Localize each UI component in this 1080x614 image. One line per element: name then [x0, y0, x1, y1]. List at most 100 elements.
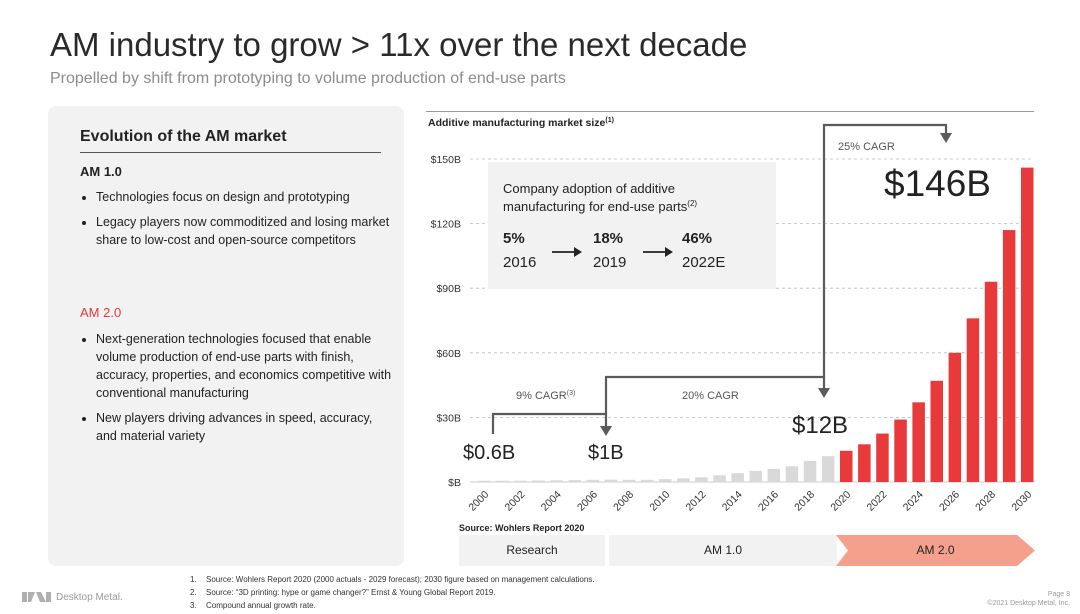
bar-2024	[912, 402, 925, 482]
bar-2008	[622, 479, 636, 482]
phase-label: Research	[506, 543, 558, 557]
bar-2027	[966, 318, 980, 482]
am1-bullet: Legacy players now commoditized and losi…	[96, 213, 396, 249]
chart-source: Source: Wohlers Report 2020	[459, 523, 584, 533]
x-tick-label: 2010	[647, 489, 672, 514]
phase-label: AM 1.0	[703, 543, 742, 557]
y-tick-label: $120B	[431, 219, 461, 231]
desktop-metal-logo-icon	[22, 592, 51, 602]
adoption-year-2022e: 2022E	[682, 254, 725, 271]
bar-2006	[586, 479, 600, 482]
x-tick-label: 2004	[539, 489, 564, 514]
x-tick-label: 2028	[973, 489, 998, 514]
page-title: AM industry to grow > 11x over the next …	[50, 26, 748, 63]
logo-text: Desktop Metal.	[56, 591, 123, 603]
bar-2028	[984, 281, 998, 482]
bar-2003	[532, 480, 545, 482]
phase-research: Research	[459, 535, 605, 566]
x-tick-label: 2018	[792, 489, 817, 514]
x-tick-label: 2014	[720, 489, 745, 514]
bar-2000	[478, 480, 491, 482]
footnote: 3. Compound annual growth rate.	[190, 601, 316, 610]
adoption-value-2016: 5%	[503, 230, 525, 247]
adoption-arrow-icon	[552, 247, 582, 257]
bar-2018	[803, 460, 817, 482]
mid-value-label: $1B	[588, 442, 624, 464]
am1-bullet-list: Technologies focus on design and prototy…	[80, 188, 396, 256]
bar-2005	[568, 480, 581, 482]
panel-title: Evolution of the AM market	[80, 128, 287, 145]
bar-2020	[840, 450, 853, 482]
footnotes: 1. Source: Wohlers Report 2020 (2000 actu…	[190, 573, 595, 612]
chart-top-rule	[426, 111, 1034, 112]
bar-2013	[713, 475, 726, 482]
am-evolution-panel: Evolution of the AM market AM 1.0 Techno…	[48, 106, 404, 566]
bar-2025	[930, 380, 943, 482]
adoption-value-2022e: 46%	[682, 230, 712, 247]
bar-2015	[749, 470, 762, 482]
x-tick-label: 2016	[756, 489, 781, 514]
y-tick-label: $30B	[436, 412, 461, 424]
cagr-25-label: 25% CAGR	[838, 141, 895, 153]
cagr-20-connector	[604, 375, 830, 414]
bars-layer	[478, 167, 1034, 482]
phase-am1: AM 1.0	[609, 535, 837, 566]
phase-label: AM 2.0	[916, 543, 955, 557]
bar-2001	[496, 480, 509, 482]
am2-heading: AM 2.0	[80, 305, 122, 320]
bar-2022	[876, 433, 889, 482]
phase-am2: AM 2.0	[836, 535, 1035, 566]
y-tick-label: $60B	[436, 348, 461, 360]
am2-bullet-list: Next-generation technologies focused tha…	[80, 330, 396, 452]
page-info: Page 8 ©2021 Desktop Metal, Inc.	[987, 590, 1070, 608]
footnote: 1. Source: Wohlers Report 2020 (2000 actu…	[190, 575, 595, 584]
footnote: 2. Source: “3D printing: hype or game cha…	[190, 588, 496, 597]
bar-2029	[1002, 230, 1016, 482]
bar-2011	[677, 478, 690, 482]
x-tick-label: 2006	[575, 489, 600, 514]
am2-bullet: Next-generation technologies focused tha…	[96, 330, 396, 402]
bar-2026	[948, 352, 962, 482]
x-tick-label: 2002	[503, 489, 528, 514]
chart-title: Additive manufacturing market size(1)	[428, 117, 614, 129]
adoption-value-2019: 18%	[593, 230, 623, 247]
adoption-title-line2: manufacturing for end-use parts(2)	[503, 199, 697, 214]
y-tick-label: $B	[448, 477, 461, 489]
bar-2023	[894, 419, 907, 482]
company-logo: Desktop Metal.	[22, 591, 123, 603]
x-tick-label: 2030	[1009, 489, 1034, 514]
am1-heading: AM 1.0	[80, 164, 122, 179]
end-value-label: $146B	[884, 163, 991, 204]
copyright: ©2021 Desktop Metal, Inc.	[987, 600, 1070, 607]
y-tick-label: $90B	[436, 283, 461, 295]
x-tick-label: 2024	[901, 489, 926, 514]
bar-2007	[604, 479, 618, 482]
adoption-arrow-icon	[643, 247, 673, 257]
am2-bullet: New players driving advances in speed, a…	[96, 409, 396, 445]
adoption-year-2016: 2016	[503, 254, 536, 271]
x-tick-label: 2000	[466, 489, 491, 514]
page-subtitle: Propelled by shift from prototyping to v…	[50, 70, 566, 87]
adoption-title-line1: Company adoption of additive	[503, 181, 675, 196]
cagr-9-connector	[491, 412, 612, 436]
bar-2016	[767, 468, 781, 482]
page-number: Page 8	[1047, 591, 1070, 598]
bar-2004	[550, 480, 563, 482]
x-tick-label: 2012	[684, 489, 709, 514]
x-tick-label: 2022	[865, 489, 890, 514]
x-tick-layer: 2000 2002 2004 2006 2008 2010 2012 2014 2016 2018…	[466, 489, 1034, 514]
y-tick-label: $150B	[431, 154, 461, 166]
am1-bullet: Technologies focus on design and prototy…	[96, 188, 396, 206]
panel-divider	[80, 152, 381, 153]
bar-2021	[858, 444, 871, 482]
start-value-label: $0.6B	[463, 442, 515, 464]
x-tick-label: 2020	[828, 489, 853, 514]
x-tick-label: 2008	[611, 489, 636, 514]
adoption-box	[488, 162, 776, 289]
bar-2017	[785, 466, 799, 482]
current-value-label: $12B	[792, 412, 848, 439]
bar-2014	[731, 473, 744, 482]
bar-2019	[821, 456, 835, 482]
cagr-20-label: 20% CAGR	[682, 390, 739, 402]
